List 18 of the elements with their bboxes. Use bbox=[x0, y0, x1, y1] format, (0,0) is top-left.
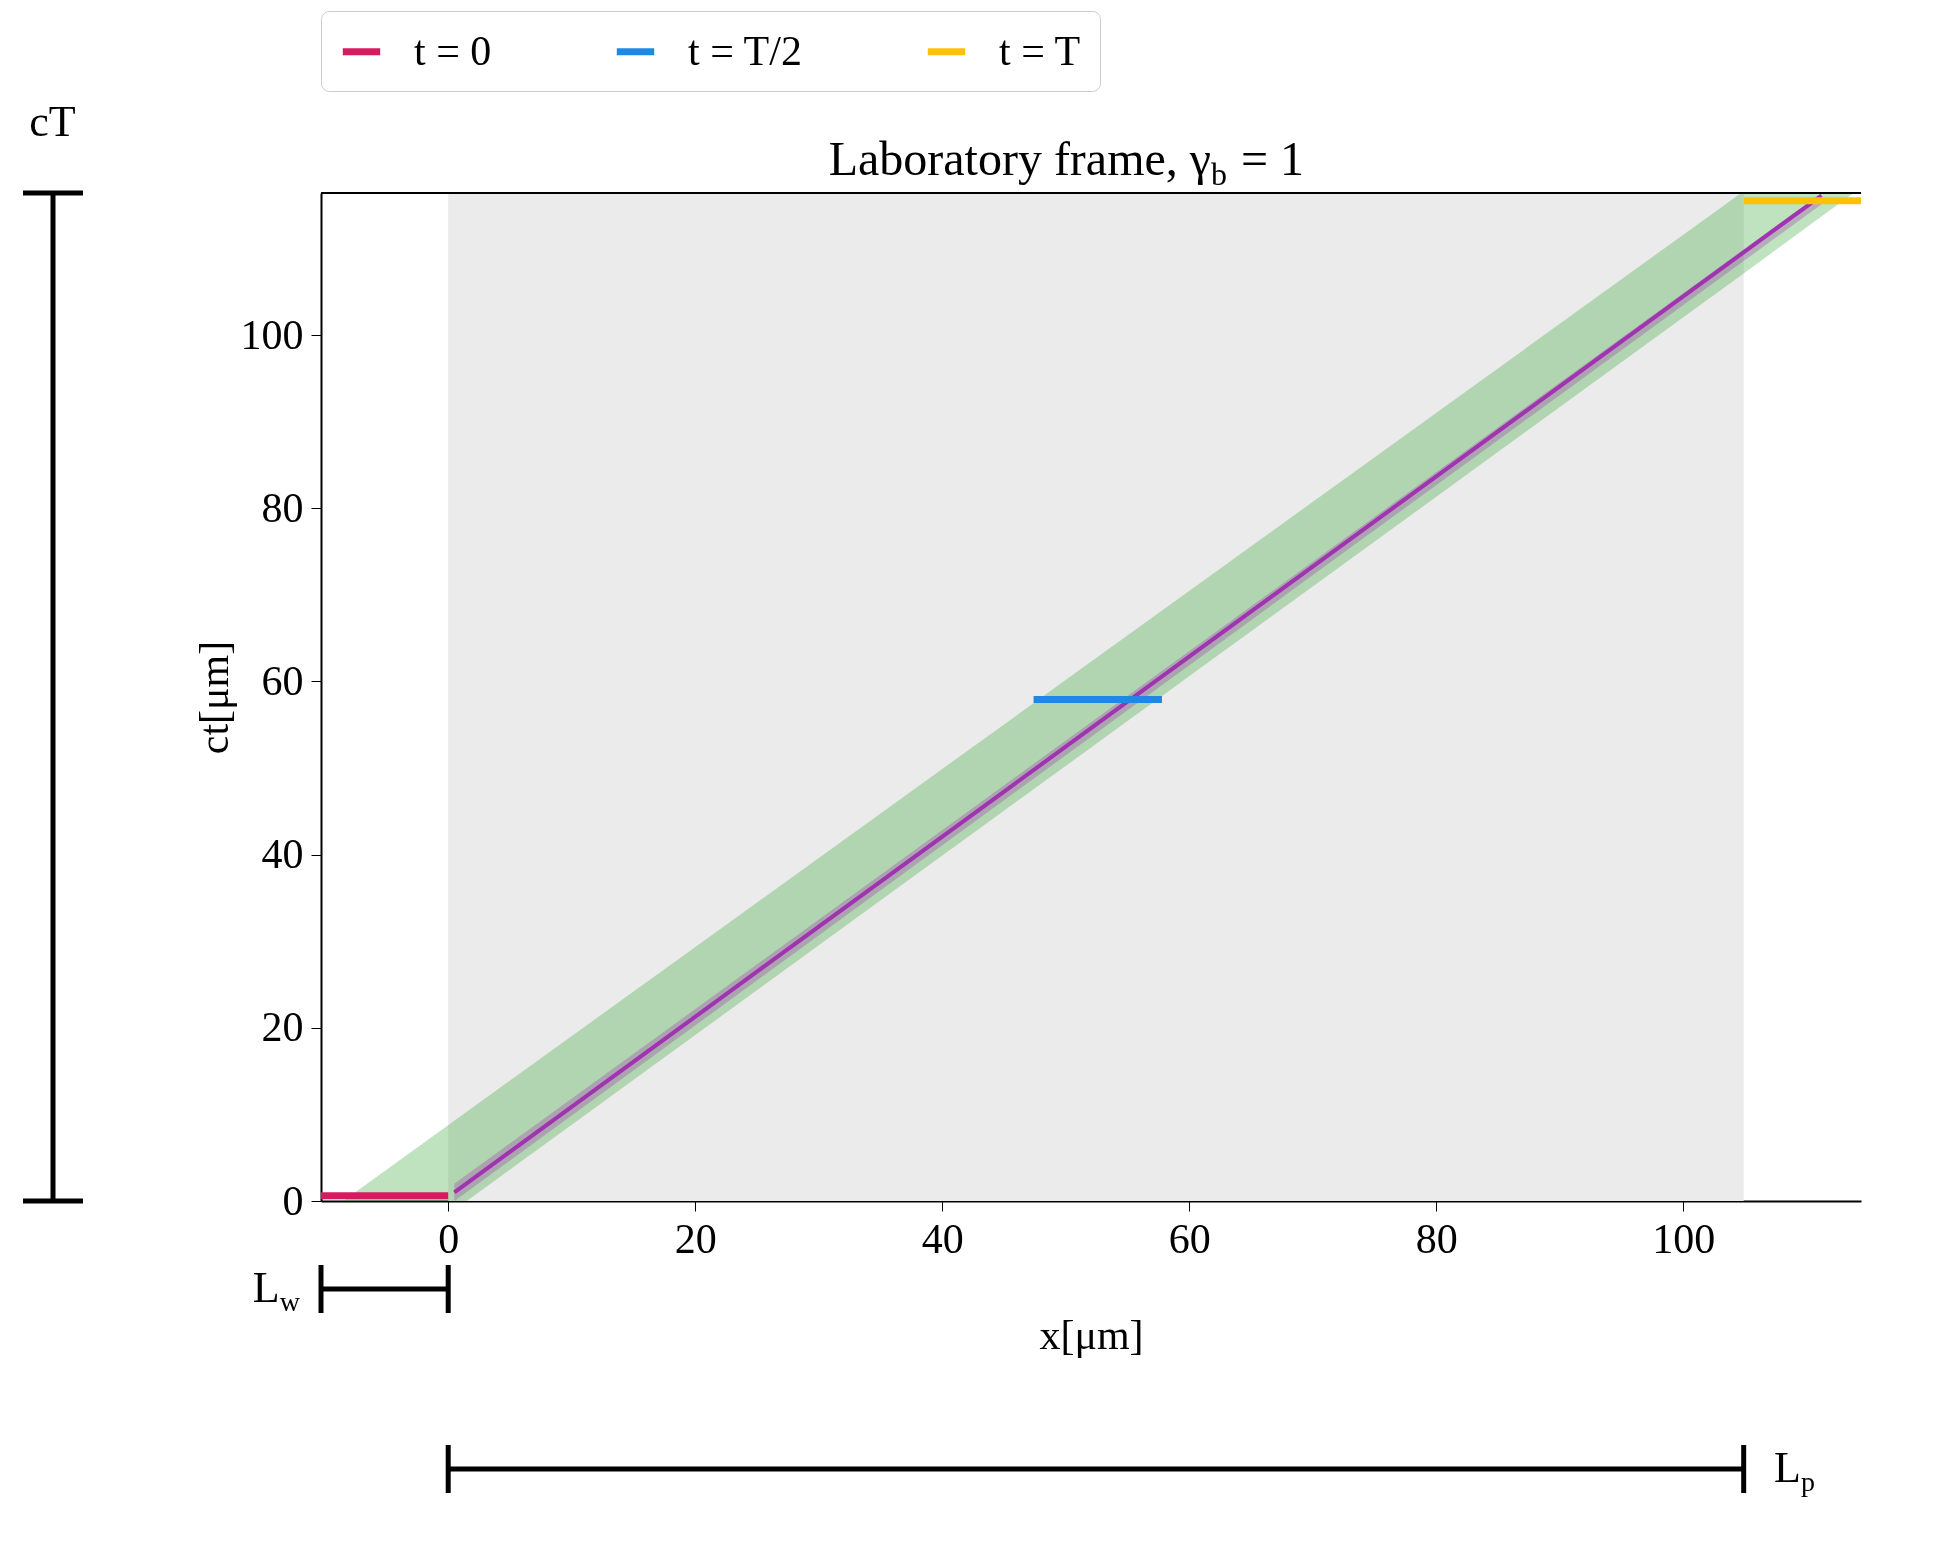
y-tick-label: 80 bbox=[261, 484, 304, 531]
x-tick-label: 0 bbox=[438, 1215, 460, 1262]
x-tick-label: 80 bbox=[1415, 1215, 1458, 1262]
legend-label: t = T bbox=[999, 27, 1081, 74]
text: cT bbox=[29, 97, 76, 146]
x-tick-label: 100 bbox=[1652, 1215, 1716, 1262]
x-tick-label: 40 bbox=[921, 1215, 964, 1262]
legend-label: t = 0 bbox=[414, 27, 492, 74]
y-tick-label: 40 bbox=[261, 831, 304, 878]
x-tick-label: 60 bbox=[1168, 1215, 1211, 1262]
legend-label: t = T/2 bbox=[688, 27, 802, 74]
x-axis-title: x[μm] bbox=[1039, 1311, 1144, 1358]
y-tick-label: 60 bbox=[261, 657, 304, 704]
y-tick-label: 20 bbox=[261, 1004, 304, 1051]
y-tick-label: 100 bbox=[240, 311, 304, 358]
x-tick-label: 20 bbox=[674, 1215, 717, 1262]
y-tick-label: 0 bbox=[282, 1177, 304, 1224]
y-axis-title: ct[μm] bbox=[190, 640, 237, 755]
